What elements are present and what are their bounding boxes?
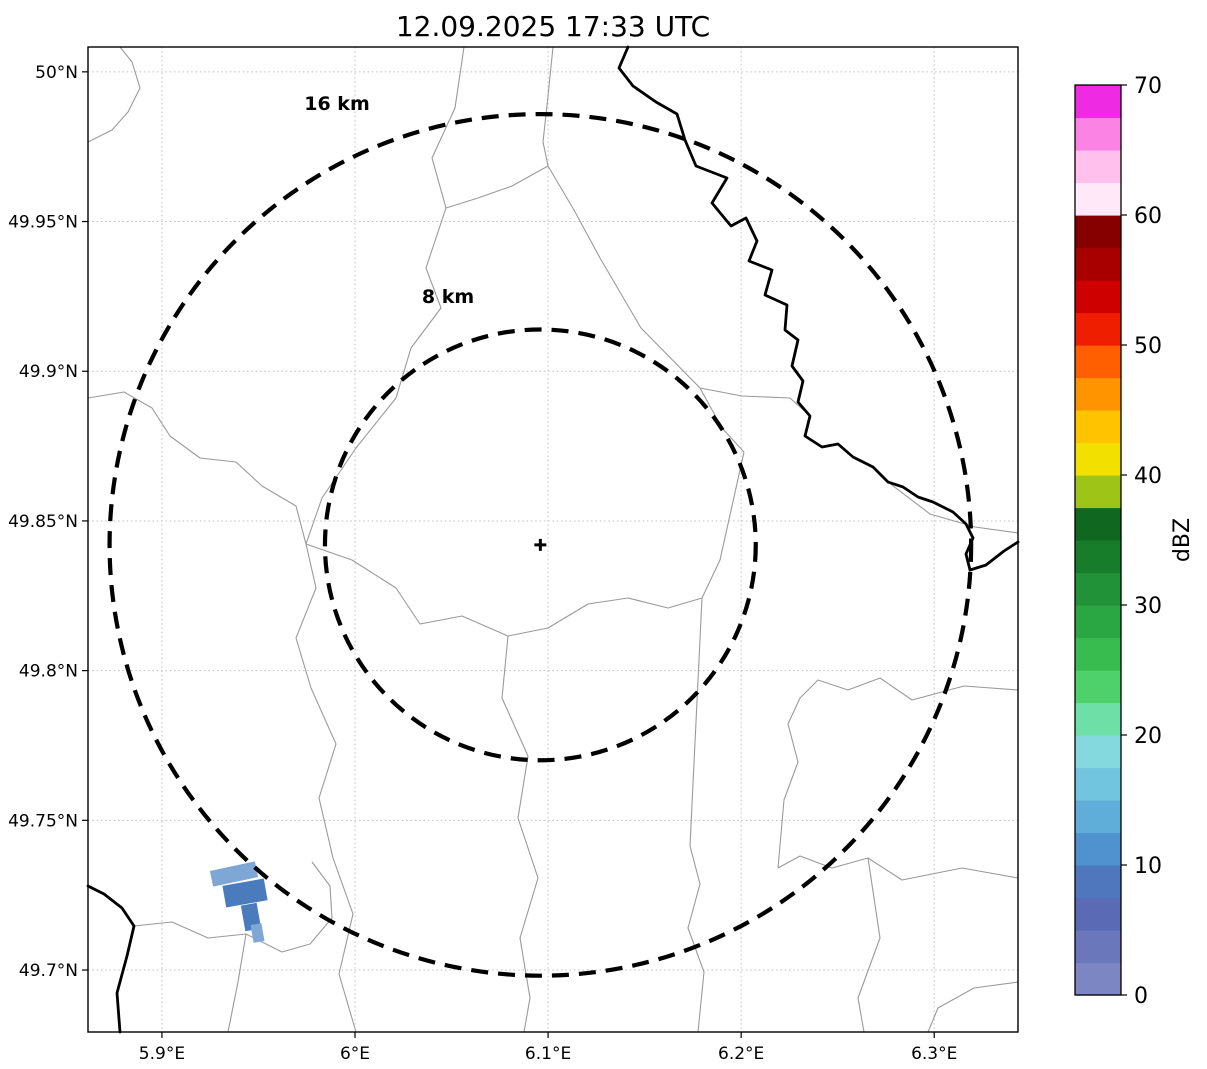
border-line xyxy=(927,981,1019,1033)
colorbar-segment xyxy=(1075,832,1121,866)
x-tick-label: 6°E xyxy=(340,1044,370,1064)
x-tick-label: 6.3°E xyxy=(911,1044,957,1064)
colorbar-segment xyxy=(1075,345,1121,379)
colorbar-tick-label: 60 xyxy=(1134,204,1162,229)
colorbar-segment xyxy=(1075,442,1121,476)
range-rings: 16 km 8 km xyxy=(107,93,974,978)
radar-echoes xyxy=(209,861,268,943)
border-line xyxy=(777,677,1019,869)
border-line xyxy=(227,933,247,1033)
echo-cell xyxy=(250,923,265,943)
colorbar-axis-label: dBZ xyxy=(1170,518,1195,562)
colorbar-tick-label: 0 xyxy=(1134,984,1148,1009)
colorbar-segment xyxy=(1075,735,1121,769)
colorbar-segment xyxy=(1075,507,1121,541)
border-line xyxy=(87,46,141,143)
colorbar-segment xyxy=(1075,540,1121,574)
axes: 5.9°E 6°E 6.1°E 6.2°E 6.3°E 50°N 49.95°N 49.9°N… xyxy=(8,46,1019,1064)
colorbar-segment xyxy=(1075,150,1121,184)
y-tick-label: 49.7°N xyxy=(19,961,78,981)
colorbar-outline xyxy=(1074,84,1122,996)
colorbar-segment xyxy=(1075,702,1121,736)
colorbar-segment xyxy=(1075,930,1121,964)
border-line xyxy=(445,165,549,209)
y-tick-label: 49.9°N xyxy=(19,362,78,382)
colorbar-segment xyxy=(1075,800,1121,834)
colorbar-segment xyxy=(1075,85,1121,119)
colorbar-tick-label: 40 xyxy=(1134,464,1162,489)
colorbar-segment xyxy=(1075,182,1121,216)
colorbar-segment xyxy=(1075,605,1121,639)
river-line xyxy=(86,884,136,1034)
range-ring xyxy=(107,112,974,978)
border-line xyxy=(687,597,705,1033)
colorbar-segment xyxy=(1075,312,1121,346)
x-tick-label: 6.1°E xyxy=(525,1044,571,1064)
colorbar-segment xyxy=(1075,280,1121,314)
y-tick-label: 49.8°N xyxy=(19,662,78,682)
plot-border xyxy=(87,46,1019,1033)
range-ring-label: 8 km xyxy=(422,286,474,308)
y-tick-label: 50°N xyxy=(35,63,78,83)
colorbar-segment xyxy=(1075,410,1121,444)
border-line xyxy=(87,391,307,545)
y-tick-label: 49.95°N xyxy=(8,213,78,233)
echo-cell xyxy=(240,902,262,932)
x-tick-label: 5.9°E xyxy=(139,1044,185,1064)
border-line xyxy=(305,451,745,637)
plot-title: 12.09.2025 17:33 UTC xyxy=(396,10,710,43)
border-line xyxy=(542,46,745,453)
border-line xyxy=(501,635,539,1033)
river-line xyxy=(617,45,1020,572)
colorbar-segment xyxy=(1075,215,1121,249)
range-ring xyxy=(322,327,758,763)
echo-cell xyxy=(209,861,259,887)
border-line xyxy=(133,861,333,953)
colorbar: 0 10 20 30 40 50 60 70 dBZ xyxy=(1074,74,1195,1009)
radar-center-marker xyxy=(534,538,547,551)
range-ring-label: 16 km xyxy=(304,93,370,115)
gridlines xyxy=(88,47,1018,1032)
colorbar-segment xyxy=(1075,637,1121,671)
colorbar-segment xyxy=(1075,117,1121,151)
colorbar-segment xyxy=(1075,897,1121,931)
colorbar-segment xyxy=(1075,865,1121,899)
y-tick-label: 49.75°N xyxy=(8,811,78,831)
x-tick-label: 6.2°E xyxy=(718,1044,764,1064)
colorbar-tick-label: 30 xyxy=(1134,594,1162,619)
map-outlines xyxy=(86,45,1020,1034)
colorbar-segment xyxy=(1075,377,1121,411)
echo-cell xyxy=(222,878,268,908)
colorbar-segment xyxy=(1075,767,1121,801)
colorbar-segment xyxy=(1075,572,1121,606)
colorbar-segment xyxy=(1075,247,1121,281)
border-line xyxy=(887,481,1019,534)
colorbar-tick-label: 10 xyxy=(1134,854,1162,879)
colorbar-segment xyxy=(1075,670,1121,704)
border-line xyxy=(699,387,811,417)
colorbar-segment xyxy=(1075,475,1121,509)
colorbar-tick-label: 20 xyxy=(1134,724,1162,749)
border-line xyxy=(295,46,465,1033)
colorbar-segment xyxy=(1075,962,1121,996)
colorbar-tick-label: 70 xyxy=(1134,74,1162,99)
colorbar-tick-label: 50 xyxy=(1134,334,1162,359)
border-line xyxy=(857,857,881,1033)
y-tick-label: 49.85°N xyxy=(8,512,78,532)
